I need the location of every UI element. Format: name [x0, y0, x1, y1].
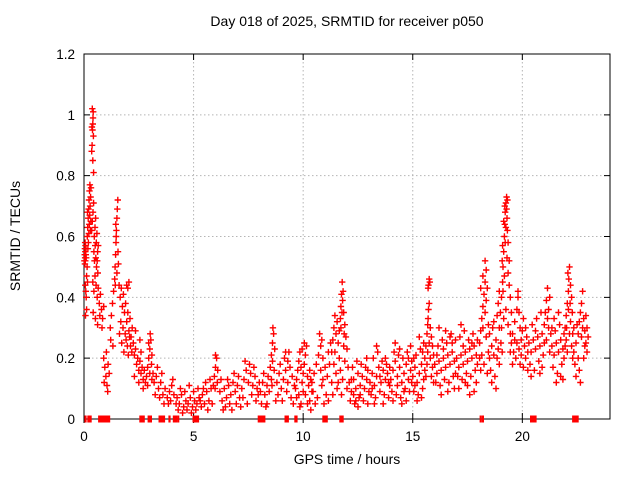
y-tick-label: 0.4	[56, 290, 75, 305]
zero-value-marker	[168, 415, 171, 423]
x-tick-label: 10	[296, 429, 311, 444]
zero-value-marker	[322, 415, 328, 423]
x-tick-label: 15	[405, 429, 420, 444]
zero-value-marker	[479, 415, 482, 423]
x-tick-label: 5	[190, 429, 198, 444]
zero-value-marker	[294, 415, 298, 423]
zero-value-marker	[177, 415, 180, 423]
zero-value-marker	[192, 415, 200, 423]
zero-value-marker	[147, 415, 152, 423]
zero-value-marker	[87, 415, 90, 423]
y-tick-label: 1.2	[56, 47, 75, 62]
y-tick-label: 0.6	[56, 230, 75, 245]
zero-value-marker	[572, 415, 579, 423]
zero-value-marker	[172, 415, 175, 423]
y-tick-label: 0	[67, 412, 75, 427]
zero-value-marker	[175, 415, 178, 423]
zero-value-marker	[257, 415, 266, 423]
zero-value-marker	[158, 415, 166, 423]
chart-title: Day 018 of 2025, SRMTID for receiver p05…	[210, 13, 484, 29]
x-tick-label: 20	[515, 429, 530, 444]
zero-value-marker	[89, 415, 92, 423]
x-tick-label: 0	[80, 429, 88, 444]
zero-value-marker	[84, 415, 87, 423]
scatter-points	[81, 105, 592, 417]
y-tick-label: 1	[67, 108, 75, 123]
zero-value-marker	[339, 415, 342, 423]
zero-value-marker	[98, 415, 111, 423]
grid-lines	[84, 54, 610, 419]
y-tick-label: 0.2	[56, 351, 75, 366]
zero-value-marker	[530, 415, 537, 423]
zero-value-marker	[284, 415, 289, 423]
y-tick-label: 0.8	[56, 169, 75, 184]
zero-value-marker	[481, 415, 484, 423]
x-axis-label: GPS time / hours	[293, 451, 401, 467]
zero-value-marker	[341, 415, 344, 423]
zero-value-marker	[139, 415, 145, 423]
